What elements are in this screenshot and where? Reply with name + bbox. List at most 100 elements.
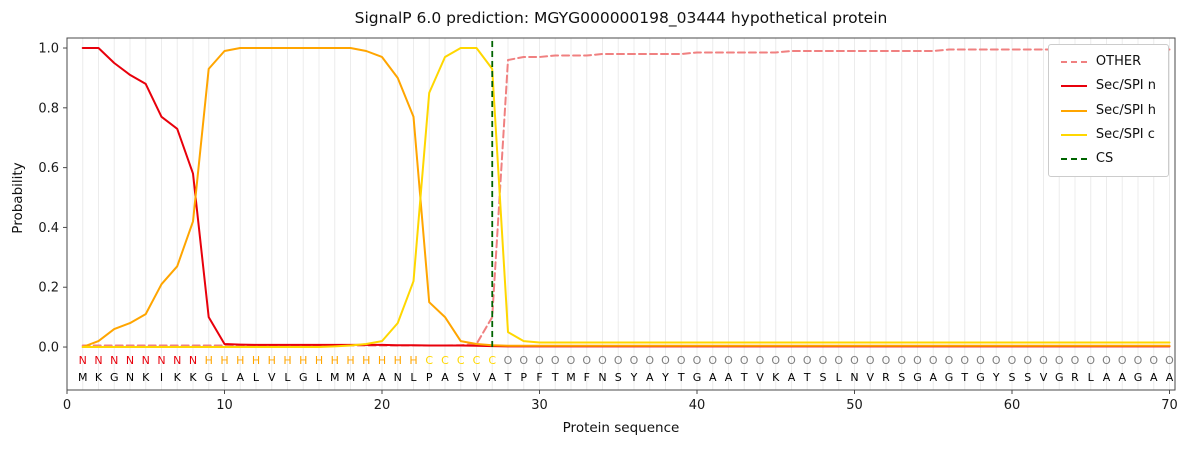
sequence-letter: K (142, 371, 150, 384)
series-sec-spi-h (81, 47, 1171, 348)
sequence-letter: V (1040, 371, 1048, 384)
x-axis-ticks: 0 10 20 30 40 50 60 70 (63, 390, 1178, 413)
sequence-letter: K (189, 371, 197, 384)
chart-title: SignalP 6.0 prediction: MGYG000000198_03… (354, 9, 888, 27)
region-letter: O (960, 354, 969, 367)
series-other (81, 48, 1171, 347)
region-letter: O (1118, 354, 1127, 367)
legend-line-sample (1060, 158, 1087, 161)
region-letter: O (708, 354, 717, 367)
sequence-letter: T (960, 371, 968, 384)
region-letter: O (1071, 354, 1080, 367)
region-letter: N (189, 354, 197, 367)
region-letter: C (441, 354, 449, 367)
region-letter: H (268, 354, 276, 367)
region-letter: H (283, 354, 291, 367)
legend-label: Sec/SPI c (1095, 126, 1155, 142)
region-letter: H (220, 354, 228, 367)
region-letter: O (803, 354, 812, 367)
legend-line-sample (1060, 109, 1087, 112)
legend: OTHER Sec/SPI n Sec/SPI h Sec/SPI c CS (1047, 44, 1169, 178)
region-letter: H (236, 354, 244, 367)
x-tick-label: 20 (374, 398, 391, 413)
sequence-letter: A (1118, 371, 1126, 384)
y-axis-ticks: 0.0 0.2 0.4 0.6 0.8 1.0 (38, 42, 67, 356)
sequence-letter: G (299, 371, 308, 384)
region-letter: O (1039, 354, 1048, 367)
sequence-letter: A (1150, 371, 1158, 384)
sequence-letter: G (945, 371, 954, 384)
series-sec-spi-n (81, 47, 1171, 348)
legend-label: CS (1095, 151, 1114, 166)
sequence-letter: N (850, 371, 858, 384)
region-letter: O (976, 354, 985, 367)
sequence-letter: T (551, 371, 559, 384)
x-tick-label: 30 (531, 398, 548, 413)
region-letter: O (535, 354, 544, 367)
region-letter: O (567, 354, 576, 367)
region-letter: O (582, 354, 591, 367)
region-letter: O (630, 354, 639, 367)
region-letter: O (866, 354, 875, 367)
sequence-letter: A (488, 371, 496, 384)
sequence-letter: G (1055, 371, 1064, 384)
legend-line-sample (1060, 133, 1087, 136)
region-letter: O (1165, 354, 1174, 367)
sequence-letter: K (95, 371, 103, 384)
sequence-letter: T (677, 371, 685, 384)
sequence-letter: L (836, 371, 843, 384)
sequence-letter: M (330, 371, 340, 384)
sequence-letter: K (772, 371, 780, 384)
sequence-letter: K (174, 371, 182, 384)
region-letter: C (457, 354, 465, 367)
sequence-letter: Y (661, 371, 669, 384)
sequence-letter: N (394, 371, 402, 384)
region-letter: O (913, 354, 922, 367)
region-letter: O (1102, 354, 1111, 367)
region-letter: N (126, 354, 134, 367)
region-letter: N (173, 354, 181, 367)
region-letter: C (473, 354, 481, 367)
region-letter: O (551, 354, 560, 367)
region-letter: H (315, 354, 323, 367)
sequence-letter: S (898, 371, 905, 384)
sequence-letter: A (1103, 371, 1111, 384)
sequence-letter: L (284, 371, 291, 384)
region-letter: O (661, 354, 670, 367)
sequence-letter: A (788, 371, 796, 384)
y-tick-label: 0.2 (38, 281, 59, 296)
region-letter: O (992, 354, 1001, 367)
sequence-letter: N (598, 371, 606, 384)
region-letter: H (252, 354, 260, 367)
region-letter: O (504, 354, 513, 367)
region-letter: O (945, 354, 954, 367)
region-letter: O (882, 354, 891, 367)
sequence-letter: L (253, 371, 260, 384)
legend-label: Sec/SPI h (1095, 102, 1156, 118)
region-letter: O (1086, 354, 1095, 367)
region-letter: O (724, 354, 733, 367)
sequence-letter: F (536, 371, 542, 384)
sequence-letter: S (1024, 371, 1031, 384)
x-tick-label: 50 (846, 398, 863, 413)
region-letter: O (897, 354, 906, 367)
region-letter: C (425, 354, 433, 367)
x-tick-label: 10 (216, 398, 233, 413)
region-letter: O (693, 354, 702, 367)
sequence-letter: N (126, 371, 134, 384)
region-letter: H (299, 354, 307, 367)
region-letter: O (598, 354, 607, 367)
region-letter: H (409, 354, 417, 367)
sequence-letter: A (1166, 371, 1174, 384)
legend-entry-sec-spi-h: Sec/SPI h (1060, 102, 1156, 119)
sequence-letter: P (426, 371, 433, 384)
sequence-letter: T (803, 371, 811, 384)
region-letter: H (331, 354, 339, 367)
sequence-letter: G (1134, 371, 1143, 384)
y-tick-label: 0.4 (38, 221, 59, 236)
sequence-letter: A (236, 371, 244, 384)
sequence-letter: S (819, 371, 826, 384)
